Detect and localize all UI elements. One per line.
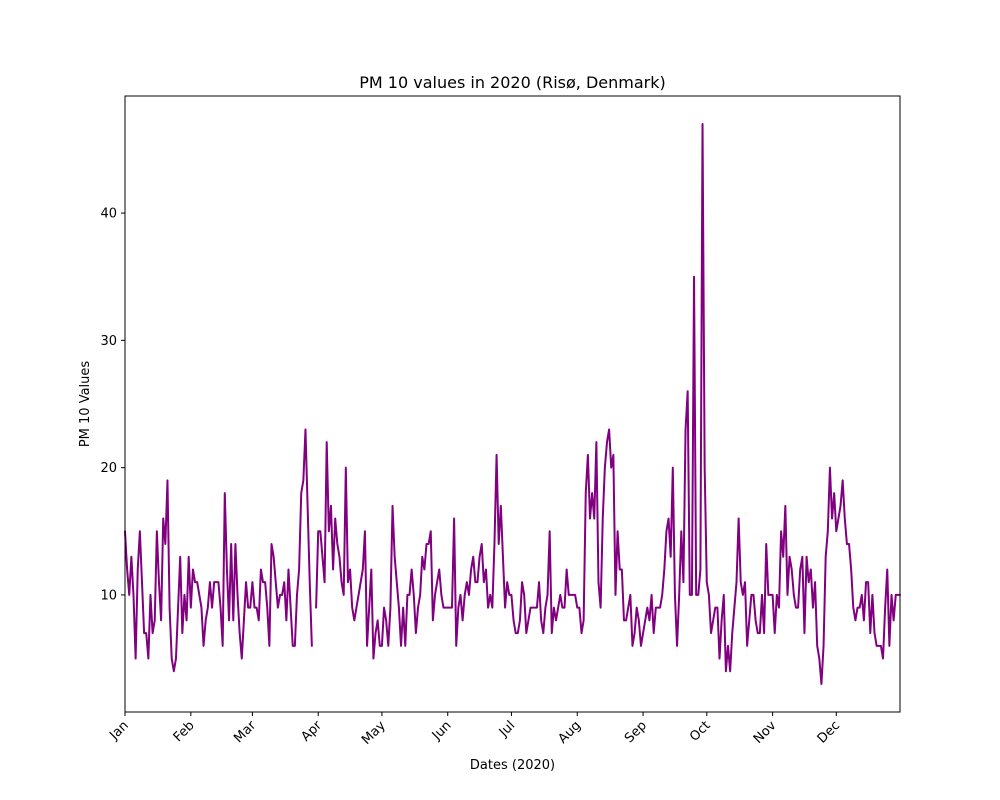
series-line-pm10 bbox=[124, 123, 901, 685]
plot-area bbox=[124, 123, 901, 685]
plot-frame bbox=[124, 95, 901, 713]
y-tick-label: 30 bbox=[100, 334, 117, 349]
y-tick-label: 20 bbox=[100, 461, 117, 476]
y-tick-label: 10 bbox=[100, 588, 117, 603]
y-axis: 10 20 30 40 bbox=[100, 207, 125, 603]
x-axis-label: Dates (2020) bbox=[470, 758, 555, 773]
chart-title: PM 10 values in 2020 (Risø, Denmark) bbox=[359, 73, 665, 92]
y-tick-label: 40 bbox=[100, 207, 117, 222]
y-axis-label: PM 10 Values bbox=[78, 361, 93, 448]
